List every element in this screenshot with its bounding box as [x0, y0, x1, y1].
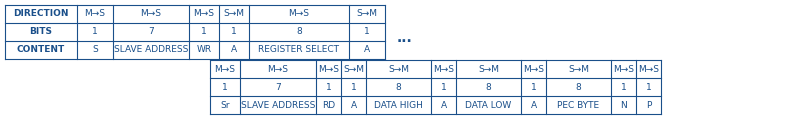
Text: BITS: BITS [30, 27, 53, 36]
Text: Sr: Sr [220, 101, 230, 109]
Text: DATA LOW: DATA LOW [466, 101, 512, 109]
Text: M→S: M→S [433, 65, 454, 73]
Text: N: N [620, 101, 627, 109]
Text: 1: 1 [201, 27, 207, 36]
Text: 1: 1 [92, 27, 98, 36]
Text: DATA HIGH: DATA HIGH [374, 101, 423, 109]
Text: A: A [350, 101, 357, 109]
Text: M→S: M→S [638, 65, 659, 73]
Text: ...: ... [397, 31, 413, 45]
Text: M→S: M→S [318, 65, 339, 73]
Text: CONTENT: CONTENT [17, 45, 65, 54]
Text: M→S: M→S [214, 65, 235, 73]
Text: WR: WR [197, 45, 211, 54]
Text: 1: 1 [621, 83, 626, 91]
Text: M→S: M→S [85, 9, 106, 18]
Text: 7: 7 [148, 27, 154, 36]
Text: M→S: M→S [613, 65, 634, 73]
Text: S→M: S→M [343, 65, 364, 73]
Text: P: P [646, 101, 651, 109]
Text: SLAVE ADDRESS: SLAVE ADDRESS [114, 45, 188, 54]
Text: A: A [441, 101, 446, 109]
Text: 1: 1 [646, 83, 651, 91]
Text: 1: 1 [222, 83, 228, 91]
Text: S→M: S→M [357, 9, 378, 18]
Text: A: A [530, 101, 537, 109]
Text: 1: 1 [530, 83, 536, 91]
Text: S→M: S→M [223, 9, 245, 18]
Text: 1: 1 [231, 27, 237, 36]
Text: REGISTER SELECT: REGISTER SELECT [258, 45, 339, 54]
Text: PEC BYTE: PEC BYTE [558, 101, 599, 109]
Text: S→M: S→M [388, 65, 409, 73]
Text: S: S [92, 45, 98, 54]
Text: M→S: M→S [523, 65, 544, 73]
Text: M→S: M→S [194, 9, 214, 18]
Text: 1: 1 [441, 83, 446, 91]
Text: S→M: S→M [478, 65, 499, 73]
Text: 8: 8 [486, 83, 491, 91]
Text: 8: 8 [296, 27, 302, 36]
Text: 8: 8 [576, 83, 582, 91]
Text: A: A [231, 45, 237, 54]
Text: M→S: M→S [141, 9, 162, 18]
Text: A: A [364, 45, 370, 54]
Text: 1: 1 [350, 83, 356, 91]
Text: RD: RD [322, 101, 335, 109]
Text: 1: 1 [364, 27, 370, 36]
Text: 1: 1 [326, 83, 331, 91]
Text: DIRECTION: DIRECTION [14, 9, 69, 18]
Text: M→S: M→S [289, 9, 310, 18]
Text: M→S: M→S [267, 65, 289, 73]
Text: 8: 8 [396, 83, 402, 91]
Text: 7: 7 [275, 83, 281, 91]
Text: SLAVE ADDRESS: SLAVE ADDRESS [241, 101, 315, 109]
Text: S→M: S→M [568, 65, 589, 73]
